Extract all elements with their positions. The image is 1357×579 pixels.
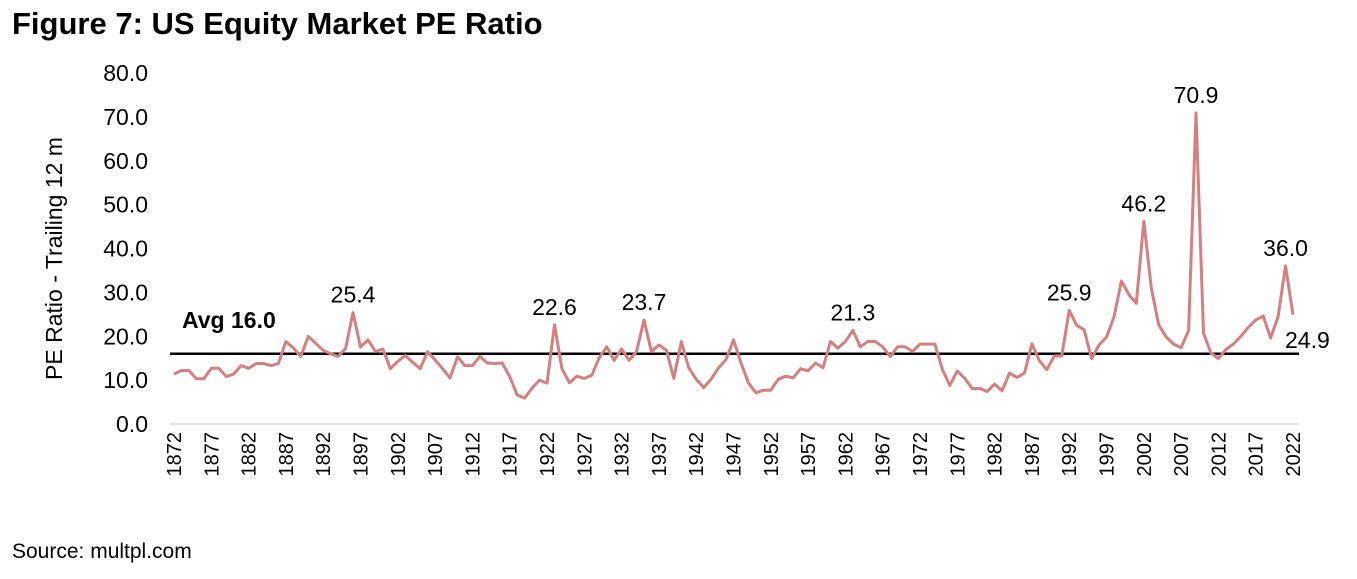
source-note: Source: multpl.com: [12, 540, 192, 563]
chart-title: Figure 7: US Equity Market PE Ratio: [12, 6, 543, 41]
x-tick-label: 1967: [873, 432, 895, 477]
average-label: Avg 16.0: [182, 307, 276, 333]
x-tick-label: 1877: [201, 432, 223, 477]
y-tick-label: 60.0: [103, 148, 148, 174]
data-label: 23.7: [622, 289, 667, 315]
x-tick-label: 1917: [500, 432, 522, 477]
x-tick-label: 1887: [276, 432, 298, 477]
pe-ratio-line: [173, 111, 1295, 400]
x-tick-label: 1937: [649, 432, 671, 477]
x-tick-label: 1932: [612, 432, 634, 477]
x-tick-label: 1872: [164, 432, 186, 477]
data-label: 21.3: [830, 300, 875, 326]
x-tick-label: 1892: [313, 432, 335, 477]
x-tick-label: 1987: [1022, 432, 1044, 477]
y-tick-label: 80.0: [103, 60, 148, 86]
x-tick-label: 2007: [1171, 432, 1193, 477]
x-tick-label: 1982: [985, 432, 1007, 477]
x-tick-label: 1907: [425, 432, 447, 477]
x-tick-label: 1912: [462, 432, 484, 477]
x-tick-label: 1882: [239, 432, 261, 477]
x-tick-label: 1977: [947, 432, 969, 477]
y-axis-label: PE Ratio - Trailing 12 m: [41, 137, 67, 380]
data-label: 24.9: [1285, 327, 1330, 353]
x-tick-label: 1957: [798, 432, 820, 477]
x-tick-label: 1947: [724, 432, 746, 477]
y-tick-label: 0.0: [116, 411, 148, 437]
x-tick-label: 1902: [388, 432, 410, 477]
x-tick-label: 2012: [1208, 432, 1230, 477]
x-tick-label: 2002: [1134, 432, 1156, 477]
x-tick-label: 1952: [761, 432, 783, 477]
x-tick-label: 1992: [1059, 432, 1081, 477]
x-tick-label: 1927: [574, 432, 596, 477]
data-label: 70.9: [1174, 82, 1219, 108]
x-tick-label: 1922: [537, 432, 559, 477]
data-label: 46.2: [1121, 190, 1166, 216]
x-tick-label: 1962: [835, 432, 857, 477]
y-tick-label: 50.0: [103, 192, 148, 218]
x-tick-label: 1897: [351, 432, 373, 477]
data-label: 36.0: [1263, 235, 1308, 261]
data-label: 25.4: [331, 282, 376, 308]
y-tick-label: 20.0: [103, 323, 148, 349]
y-tick-label: 40.0: [103, 236, 148, 262]
x-tick-label: 1997: [1097, 432, 1119, 477]
y-tick-label: 70.0: [103, 104, 148, 130]
x-tick-label: 2022: [1283, 432, 1305, 477]
data-label: 25.9: [1047, 279, 1092, 305]
x-tick-label: 2017: [1246, 432, 1268, 477]
data-label: 22.6: [532, 294, 577, 320]
x-tick-label: 1972: [910, 432, 932, 477]
y-tick-label: 30.0: [103, 279, 148, 305]
y-tick-label: 10.0: [103, 367, 148, 393]
x-tick-label: 1942: [686, 432, 708, 477]
